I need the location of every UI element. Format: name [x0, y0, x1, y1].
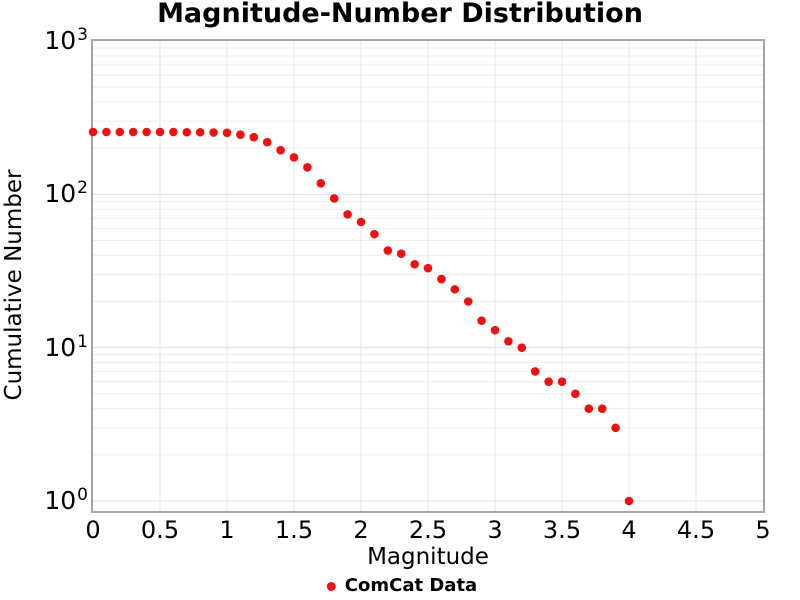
x-tick-label: 0: [85, 516, 101, 544]
data-point: [169, 127, 178, 137]
legend: ComCat Data: [326, 575, 478, 596]
y-tick-base: 10: [44, 486, 77, 515]
data-point: [195, 127, 205, 137]
data-point: [571, 389, 580, 399]
data-point: [490, 325, 500, 335]
data-point: [370, 229, 379, 239]
y-tick-label: 102: [44, 178, 88, 209]
y-tick-exponent: 1: [77, 331, 88, 352]
data-point: [155, 127, 165, 137]
data-point: [343, 210, 352, 219]
data-point: [611, 423, 620, 433]
data-point: [329, 194, 339, 203]
data-point: [437, 274, 446, 284]
data-point: [88, 127, 98, 137]
x-tick-label: 2.5: [408, 516, 448, 544]
data-point: [396, 249, 406, 259]
data-point: [209, 128, 218, 137]
y-tick-base: 10: [44, 26, 77, 55]
scatter-plot: [88, 41, 763, 511]
data-point: [356, 217, 366, 227]
legend-label: ComCat Data: [344, 575, 478, 596]
data-point: [383, 246, 393, 255]
x-tick-label: 1: [219, 516, 235, 544]
data-point: [276, 145, 285, 155]
y-tick-base: 10: [44, 332, 77, 362]
data-point: [584, 404, 594, 413]
data-point: [504, 337, 513, 346]
y-axis-label: Cumulative Number: [1, 169, 27, 401]
data-point: [128, 127, 138, 137]
data-point: [477, 316, 486, 325]
y-tick-label: 103: [44, 25, 88, 56]
data-point: [517, 343, 527, 352]
data-point: [289, 153, 299, 162]
data-point: [530, 367, 540, 376]
data-point: [423, 263, 433, 273]
y-tick-base: 10: [44, 179, 77, 209]
data-point: [115, 127, 125, 137]
x-tick-label: 1.5: [274, 516, 314, 544]
data-point: [316, 179, 326, 188]
y-tick-exponent: 0: [77, 485, 88, 505]
x-tick-label: 3.5: [542, 516, 582, 544]
x-tick-label: 3: [487, 516, 503, 544]
data-point: [249, 132, 259, 142]
data-point: [102, 127, 111, 137]
data-point: [142, 127, 151, 137]
x-axis-label: Magnitude: [367, 544, 489, 570]
x-tick-label: 4: [621, 516, 637, 544]
y-tick-label: 100: [44, 485, 88, 516]
x-tick-label: 2: [353, 516, 369, 544]
data-point: [262, 137, 272, 147]
data-point: [410, 259, 419, 269]
x-tick-label: 0.5: [140, 516, 180, 544]
x-tick-label: 4.5: [676, 516, 716, 544]
data-point: [182, 127, 192, 137]
data-point: [450, 285, 460, 294]
legend-marker-icon: [326, 581, 336, 591]
y-tick-label: 101: [44, 331, 88, 363]
data-point: [236, 130, 245, 139]
data-point: [463, 297, 473, 306]
y-tick-exponent: 3: [77, 25, 88, 45]
data-point: [597, 404, 607, 413]
data-point: [557, 377, 567, 386]
y-tick-exponent: 2: [77, 178, 88, 199]
x-tick-label: 5: [755, 516, 771, 544]
plot-area: [88, 39, 765, 513]
data-point: [544, 377, 553, 386]
data-point: [624, 496, 634, 506]
data-point: [222, 128, 232, 138]
chart-title: Magnitude-Number Distribution: [157, 0, 643, 29]
data-point: [303, 163, 312, 172]
